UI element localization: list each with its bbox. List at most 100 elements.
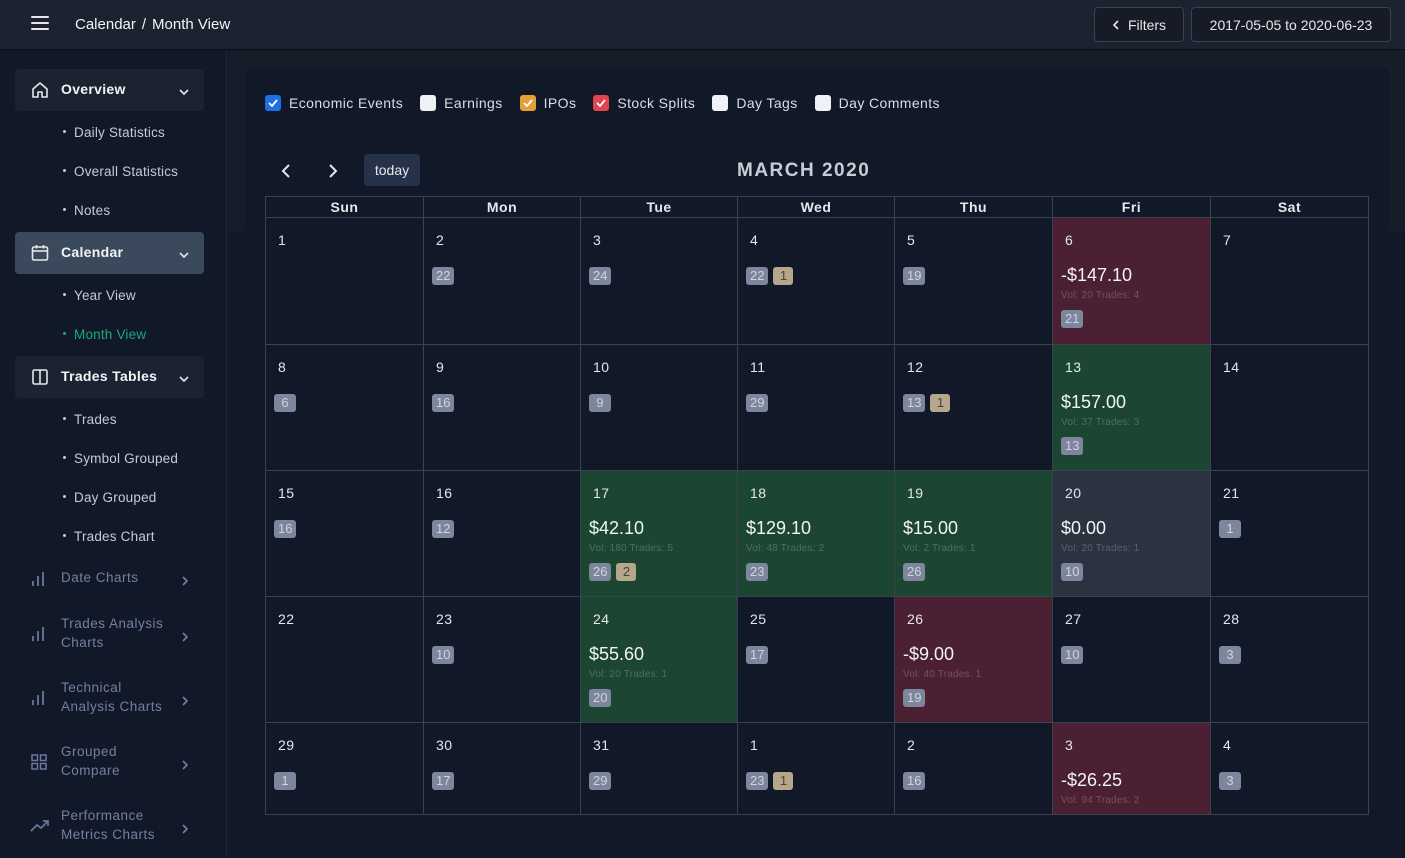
filter-stock-splits[interactable]: Stock Splits bbox=[593, 95, 695, 111]
economic-events-badge[interactable]: 3 bbox=[1219, 772, 1241, 790]
calendar-day-cell[interactable]: 3 24 bbox=[581, 218, 738, 345]
sidebar-item-trades-chart[interactable]: Trades Chart bbox=[63, 529, 155, 544]
calendar-day-cell[interactable]: 2 16 bbox=[895, 723, 1053, 815]
sidebar-item-trades-analysis-charts[interactable]: Trades Analysis Charts bbox=[15, 614, 204, 654]
checkbox[interactable] bbox=[593, 95, 610, 111]
calendar-day-cell[interactable]: 24 $55.60 Vol: 20 Trades: 1 20 bbox=[581, 597, 738, 723]
checkbox[interactable] bbox=[265, 95, 281, 111]
sidebar-item-month-view[interactable]: Month View bbox=[63, 327, 146, 342]
economic-events-badge[interactable]: 12 bbox=[432, 520, 455, 538]
filter-economic-events[interactable]: Economic Events bbox=[265, 95, 403, 111]
filter-day-comments[interactable]: Day Comments bbox=[814, 95, 940, 111]
calendar-day-cell[interactable]: 28 3 bbox=[1211, 597, 1369, 723]
economic-events-badge[interactable]: 17 bbox=[746, 646, 769, 664]
economic-events-badge[interactable]: 17 bbox=[432, 772, 455, 790]
calendar-day-cell[interactable]: 27 10 bbox=[1053, 597, 1211, 723]
economic-events-badge[interactable]: 24 bbox=[589, 267, 612, 285]
date-range-button[interactable]: 2017-05-05 to 2020-06-23 bbox=[1191, 7, 1391, 42]
economic-events-badge[interactable]: 22 bbox=[746, 267, 769, 285]
prev-month-button[interactable] bbox=[275, 160, 297, 182]
calendar-day-cell[interactable]: 1 bbox=[266, 218, 424, 345]
sidebar-item-notes[interactable]: Notes bbox=[63, 203, 110, 218]
sidebar-group-calendar[interactable]: Calendar bbox=[15, 232, 204, 274]
sidebar-item-overall-statistics[interactable]: Overall Statistics bbox=[63, 164, 178, 179]
economic-events-badge[interactable]: 1 bbox=[274, 772, 296, 790]
sidebar-item-technical-analysis-charts[interactable]: Technical Analysis Charts bbox=[15, 678, 204, 718]
sidebar-item-day-grouped[interactable]: Day Grouped bbox=[63, 490, 157, 505]
checkbox[interactable] bbox=[712, 95, 729, 111]
economic-events-badge[interactable]: 16 bbox=[432, 394, 455, 412]
calendar-day-cell[interactable]: 14 bbox=[1211, 345, 1369, 471]
filter-ipos[interactable]: IPOs bbox=[519, 95, 577, 111]
checkbox[interactable] bbox=[814, 95, 831, 111]
calendar-day-cell[interactable]: 5 19 bbox=[895, 218, 1053, 345]
today-button[interactable]: today bbox=[364, 154, 420, 186]
economic-events-badge[interactable]: 13 bbox=[903, 394, 926, 412]
economic-events-badge[interactable]: 23 bbox=[746, 563, 769, 581]
calendar-day-cell[interactable]: 17 $42.10 Vol: 180 Trades: 5 26 2 bbox=[581, 471, 738, 597]
economic-events-badge[interactable]: 9 bbox=[589, 394, 611, 412]
calendar-day-cell[interactable]: 10 9 bbox=[581, 345, 738, 471]
calendar-day-cell[interactable]: 29 1 bbox=[266, 723, 424, 815]
sidebar-group-trades-tables[interactable]: Trades Tables bbox=[15, 356, 204, 398]
sidebar-item-symbol-grouped[interactable]: Symbol Grouped bbox=[63, 451, 178, 466]
calendar-day-cell[interactable]: 4 22 1 bbox=[738, 218, 895, 345]
economic-events-badge[interactable]: 6 bbox=[274, 394, 296, 412]
economic-events-badge[interactable]: 10 bbox=[1061, 646, 1084, 664]
sidebar-item-performance-metrics-charts[interactable]: Performance Metrics Charts bbox=[15, 806, 204, 846]
next-month-button[interactable] bbox=[322, 160, 344, 182]
filters-button[interactable]: Filters bbox=[1094, 7, 1184, 42]
economic-events-badge[interactable]: 21 bbox=[1061, 310, 1084, 328]
filter-earnings[interactable]: Earnings bbox=[420, 95, 502, 111]
calendar-day-cell[interactable]: 9 16 bbox=[424, 345, 581, 471]
filter-day-tags[interactable]: Day Tags bbox=[712, 95, 797, 111]
checkbox[interactable] bbox=[420, 95, 437, 111]
economic-events-badge[interactable]: 29 bbox=[589, 772, 612, 790]
economic-events-badge[interactable]: 16 bbox=[903, 772, 926, 790]
calendar-day-cell[interactable]: 11 29 bbox=[738, 345, 895, 471]
breadcrumb-calendar[interactable]: Calendar bbox=[75, 16, 136, 33]
calendar-day-cell[interactable]: 30 17 bbox=[424, 723, 581, 815]
calendar-day-cell[interactable]: 7 bbox=[1211, 218, 1369, 345]
calendar-day-cell[interactable]: 23 10 bbox=[424, 597, 581, 723]
ipo-badge[interactable]: 1 bbox=[930, 394, 951, 412]
calendar-day-cell[interactable]: 21 1 bbox=[1211, 471, 1369, 597]
calendar-day-cell[interactable]: 25 17 bbox=[738, 597, 895, 723]
sidebar-item-trades[interactable]: Trades bbox=[63, 412, 117, 427]
ipo-badge[interactable]: 1 bbox=[773, 772, 794, 790]
calendar-day-cell[interactable]: 15 16 bbox=[266, 471, 424, 597]
calendar-day-cell[interactable]: 6 -$147.10 Vol: 20 Trades: 4 21 bbox=[1053, 218, 1211, 345]
calendar-day-cell[interactable]: 1 23 1 bbox=[738, 723, 895, 815]
menu-icon[interactable] bbox=[31, 16, 49, 32]
economic-events-badge[interactable]: 19 bbox=[903, 267, 926, 285]
economic-events-badge[interactable]: 29 bbox=[746, 394, 769, 412]
calendar-day-cell[interactable]: 12 13 1 bbox=[895, 345, 1053, 471]
calendar-day-cell[interactable]: 19 $15.00 Vol: 2 Trades: 1 26 bbox=[895, 471, 1053, 597]
checkbox[interactable] bbox=[519, 95, 536, 111]
calendar-day-cell[interactable]: 18 $129.10 Vol: 48 Trades: 2 23 bbox=[738, 471, 895, 597]
calendar-day-cell[interactable]: 26 -$9.00 Vol: 40 Trades: 1 19 bbox=[895, 597, 1053, 723]
sidebar-group-overview[interactable]: Overview bbox=[15, 69, 204, 111]
ipo-badge[interactable]: 1 bbox=[773, 267, 794, 285]
economic-events-badge[interactable]: 26 bbox=[589, 563, 612, 581]
economic-events-badge[interactable]: 10 bbox=[1061, 563, 1084, 581]
economic-events-badge[interactable]: 20 bbox=[589, 689, 612, 707]
sidebar-item-grouped-compare[interactable]: Grouped Compare bbox=[15, 742, 204, 782]
sidebar-item-date-charts[interactable]: Date Charts bbox=[15, 568, 204, 588]
sidebar-item-daily-statistics[interactable]: Daily Statistics bbox=[63, 125, 165, 140]
calendar-day-cell[interactable]: 13 $157.00 Vol: 37 Trades: 3 13 bbox=[1053, 345, 1211, 471]
sidebar-item-year-view[interactable]: Year View bbox=[63, 288, 136, 303]
calendar-day-cell[interactable]: 3 -$26.25 Vol: 94 Trades: 2 bbox=[1053, 723, 1211, 815]
economic-events-badge[interactable]: 13 bbox=[1061, 437, 1084, 455]
calendar-day-cell[interactable]: 20 $0.00 Vol: 20 Trades: 1 10 bbox=[1053, 471, 1211, 597]
calendar-day-cell[interactable]: 2 22 bbox=[424, 218, 581, 345]
economic-events-badge[interactable]: 22 bbox=[432, 267, 455, 285]
economic-events-badge[interactable]: 26 bbox=[903, 563, 926, 581]
economic-events-badge[interactable]: 23 bbox=[746, 772, 769, 790]
economic-events-badge[interactable]: 1 bbox=[1219, 520, 1241, 538]
calendar-day-cell[interactable]: 16 12 bbox=[424, 471, 581, 597]
calendar-day-cell[interactable]: 31 29 bbox=[581, 723, 738, 815]
calendar-day-cell[interactable]: 22 bbox=[266, 597, 424, 723]
